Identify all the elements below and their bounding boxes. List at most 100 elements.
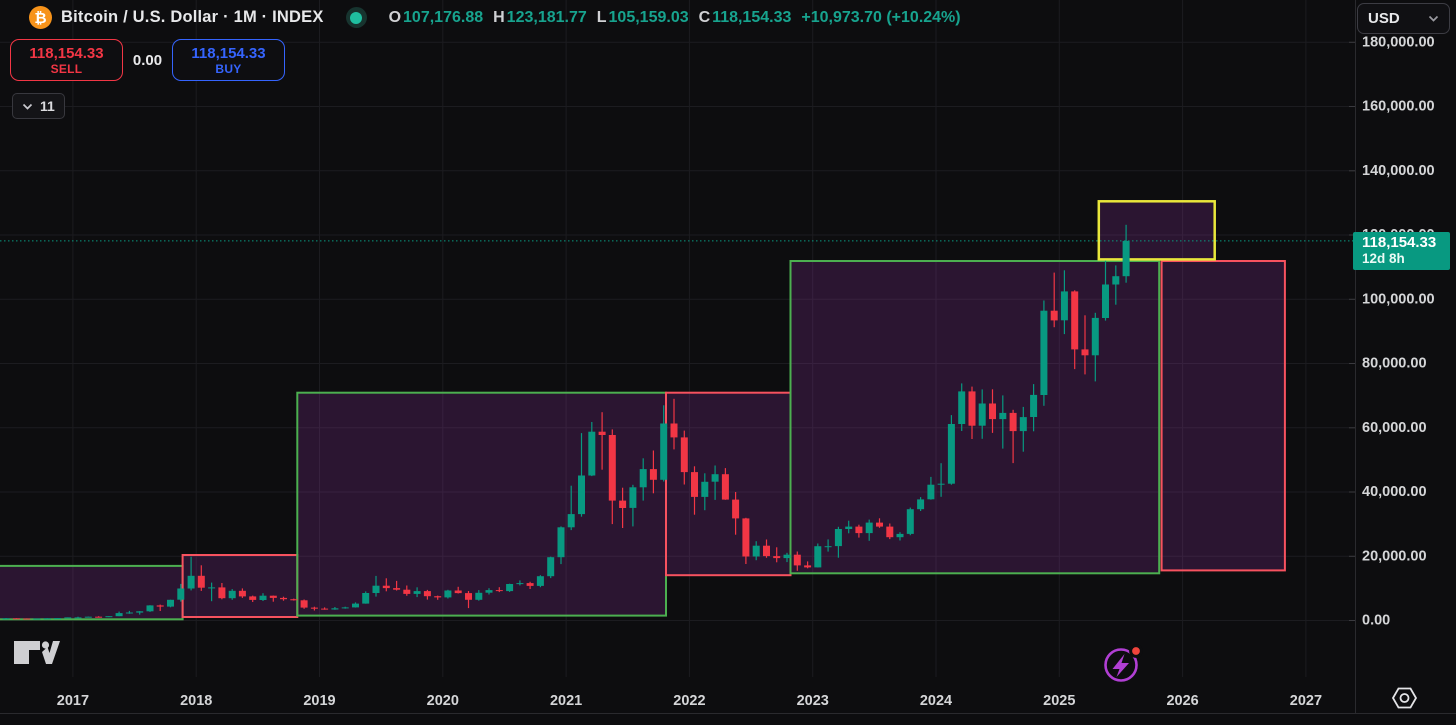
tv-logo-t (14, 641, 40, 664)
price-axis-label: 0.00 (1362, 613, 1390, 629)
sell-button[interactable]: 118,154.33 SELL (10, 39, 123, 81)
candle-2023-05 (855, 524, 863, 538)
candle-2024-04 (968, 386, 976, 439)
candle-2022-11 (793, 551, 801, 571)
candle-2023-12 (927, 476, 935, 500)
candle-2023-08 (886, 523, 894, 540)
buy-button[interactable]: 118,154.33 BUY (172, 39, 285, 81)
change-value: +10,973.70 (+10.24%) (801, 8, 961, 26)
candle-2018-11 (300, 599, 308, 609)
candle-2019-08 (393, 580, 401, 591)
candle-2021-11 (670, 398, 678, 450)
candle-2021-12 (680, 430, 688, 485)
candle-2017-01 (74, 616, 82, 619)
time-axis-label: 2018 (180, 693, 212, 709)
candle-2023-03 (834, 526, 842, 558)
candle-2025-01 (1060, 270, 1068, 335)
candle-2022-05 (732, 492, 740, 535)
candle-2022-12 (804, 561, 812, 569)
long-box-2016-2017[interactable] (0, 564, 184, 621)
bar-close-countdown: 12d 8h (1362, 251, 1405, 266)
candle-2021-04 (598, 412, 606, 470)
candle-2016-07 (12, 618, 20, 620)
candle-2024-02 (947, 415, 955, 485)
candle-2020-03 (465, 591, 472, 609)
indicators-collapse-chip[interactable]: 11 (12, 93, 65, 119)
candle-2019-03 (341, 606, 349, 609)
currency-selector[interactable]: USD (1357, 3, 1450, 34)
candle-2020-05 (485, 588, 493, 595)
candle-2017-07 (136, 611, 144, 615)
candle-2017-08 (146, 605, 154, 612)
candle-2018-08 (269, 595, 277, 602)
price-axis-label: 180,000.00 (1362, 34, 1435, 50)
market-status-dot (345, 7, 367, 28)
bitcoin-logo: ₿ (29, 6, 52, 29)
target-box-yellow[interactable] (1097, 200, 1216, 261)
candle-2022-06 (742, 517, 750, 564)
chevron-down-icon (1428, 15, 1439, 22)
market-status-dot-core (350, 11, 363, 24)
lightning-icon[interactable] (1100, 643, 1146, 687)
candle-2022-04 (721, 468, 729, 500)
candle-2022-10 (783, 552, 791, 563)
lightning-bolt (1112, 654, 1129, 677)
candle-2025-06 (1112, 265, 1120, 305)
candle-2024-12 (1050, 272, 1058, 328)
candle-2016-06 (2, 618, 10, 620)
candle-2016-12 (64, 617, 72, 619)
candle-2020-10 (536, 575, 544, 588)
candle-2017-11 (177, 583, 185, 602)
candle-2018-09 (280, 596, 287, 601)
candle-2023-01 (814, 543, 822, 568)
trade-panel: 118,154.33 SELL 0.00 118,154.33 BUY (10, 39, 285, 81)
candle-2020-06 (495, 587, 503, 593)
short-box-2026[interactable] (1160, 260, 1286, 572)
time-axis-label: 2022 (673, 693, 705, 709)
time-axis-label: 2017 (57, 693, 89, 709)
candle-2017-02 (84, 616, 92, 618)
candle-2023-09 (896, 532, 904, 541)
time-axis-label: 2019 (303, 693, 335, 709)
price-axis-label: 100,000.00 (1362, 291, 1435, 307)
candle-2019-12 (434, 595, 442, 600)
candle-2023-11 (917, 497, 925, 511)
candle-2020-08 (516, 580, 524, 586)
candle-2025-05 (1102, 260, 1109, 321)
candle-2020-04 (475, 590, 483, 601)
tradingview-logo[interactable] (13, 638, 61, 666)
candle-2020-02 (454, 586, 462, 594)
settings-hexagon-icon[interactable] (1391, 686, 1418, 710)
candle-2023-07 (876, 518, 883, 528)
price-axis-label: 20,000.00 (1362, 548, 1427, 564)
candle-2019-05 (362, 591, 370, 604)
high-label: H (493, 8, 505, 26)
candle-2018-10 (290, 598, 298, 601)
candle-2018-02 (208, 582, 216, 602)
candle-2021-05 (608, 429, 616, 525)
candle-2025-03 (1081, 315, 1089, 375)
candle-2019-09 (403, 585, 411, 596)
candle-2025-07 (1122, 224, 1130, 283)
symbol-title[interactable]: Bitcoin / U.S. Dollar · 1M · INDEX (61, 8, 324, 26)
time-axis-label: 2026 (1166, 693, 1198, 709)
notification-dot (1129, 644, 1143, 658)
open-value: 107,176.88 (403, 8, 484, 26)
price-axis-label: 140,000.00 (1362, 163, 1435, 179)
candle-2019-01 (321, 607, 329, 610)
candle-2024-01 (937, 463, 945, 497)
candle-2021-01 (567, 485, 575, 531)
ohlc-readout: O 107,176.88 H 123,181.77 L 105,159.03 C 118… (389, 9, 961, 27)
long-box-2019-2021[interactable] (296, 391, 667, 617)
candle-2017-12 (187, 556, 195, 591)
candle-2017-09 (156, 604, 164, 611)
symbol-legend[interactable]: ₿ Bitcoin / U.S. Dollar · 1M · INDEX O 10… (29, 5, 961, 30)
candle-2020-01 (444, 589, 452, 599)
open-label: O (388, 8, 402, 26)
candle-2017-06 (125, 610, 133, 614)
hexagon-circle (1399, 693, 1410, 703)
close-label: C (698, 8, 711, 26)
candle-2022-09 (773, 547, 781, 563)
